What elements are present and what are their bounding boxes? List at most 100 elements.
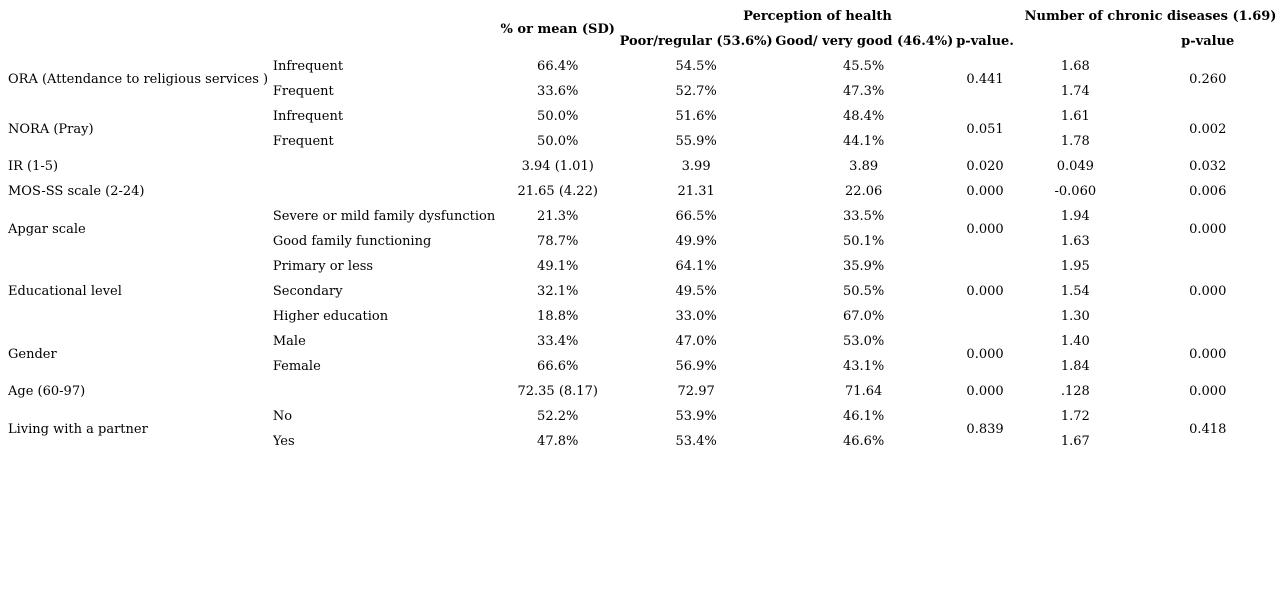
- cell-chronic: 1.74: [1060, 84, 1090, 99]
- cell-category: Male: [272, 334, 306, 349]
- table-row: IR (1-5) 3.94 (1.01) 3.99 3.89 0.020 0.0…: [0, 154, 1283, 179]
- cell-poor: 21.31: [677, 184, 715, 199]
- cell-chronic: 1.95: [1060, 259, 1090, 274]
- cell-poor: 55.9%: [675, 134, 717, 149]
- cell-p-perception: 0.000: [966, 384, 1004, 399]
- cell-mean-sd: 33.6%: [537, 84, 579, 99]
- header-row-subcolumns: Poor/regular (53.6%) Good/ very good (46…: [0, 29, 1283, 54]
- cell-category: Frequent: [272, 134, 334, 149]
- cell-p-chronic: 0.002: [1189, 121, 1227, 137]
- cell-good: 43.1%: [842, 359, 885, 374]
- cell-p-chronic: 0.260: [1189, 71, 1227, 87]
- cell-variable: Apgar scale: [8, 221, 86, 237]
- cell-p-perception: 0.000: [966, 184, 1004, 199]
- cell-good: 50.1%: [842, 234, 885, 249]
- cell-chronic: 1.67: [1060, 434, 1090, 449]
- table-row: Secondary 32.1% 49.5% 50.5% 1.54: [0, 279, 1283, 304]
- table-row: Yes 47.8% 53.4% 46.6% 1.67: [0, 429, 1283, 454]
- cell-variable: IR (1-5): [8, 159, 59, 174]
- cell-mean-sd: 72.35 (8.17): [517, 384, 598, 399]
- cell-category: Good family functioning: [272, 234, 432, 249]
- cell-p-perception: 0.000: [966, 221, 1004, 237]
- col-header-good-very-good: Good/ very good (46.4%): [775, 34, 952, 49]
- col-header-p-value-chronic: p-value: [1181, 34, 1235, 49]
- cell-chronic: 1.78: [1060, 134, 1090, 149]
- statistics-table: % or mean (SD) Perception of health Numb…: [0, 4, 1283, 454]
- cell-poor: 51.6%: [675, 109, 717, 124]
- cell-p-chronic: 0.000: [1189, 384, 1227, 399]
- cell-category: Female: [272, 359, 321, 374]
- cell-chronic: 1.54: [1060, 284, 1090, 299]
- cell-mean-sd: 49.1%: [537, 259, 579, 274]
- cell-poor: 33.0%: [675, 309, 717, 324]
- cell-chronic: 1.61: [1060, 109, 1090, 124]
- table-row: ORA (Attendance to religious services ) …: [0, 54, 1283, 87]
- cell-variable: ORA (Attendance to religious services ): [8, 71, 269, 87]
- cell-category: [273, 179, 499, 204]
- cell-variable: Educational level: [8, 284, 122, 299]
- cell-category: Higher education: [272, 309, 389, 324]
- col-group-perception-of-health: Perception of health: [743, 9, 892, 24]
- cell-category: Yes: [272, 434, 295, 449]
- cell-poor: 56.9%: [675, 359, 717, 374]
- cell-poor: 49.9%: [675, 234, 717, 249]
- header-spacer-chronic-mean: [1018, 29, 1132, 54]
- cell-poor: 49.5%: [675, 284, 717, 299]
- cell-category: Severe or mild family dysfunction: [272, 209, 496, 224]
- cell-category: No: [272, 409, 293, 424]
- cell-mean-sd: 3.94 (1.01): [521, 159, 594, 174]
- cell-variable: Age (60-97): [8, 384, 86, 399]
- cell-mean-sd: 66.6%: [537, 359, 579, 374]
- header-spacer-variable: [0, 4, 273, 54]
- cell-mean-sd: 47.8%: [537, 434, 579, 449]
- col-header-p-value-perception: p-value.: [956, 34, 1014, 49]
- cell-good: 45.5%: [842, 59, 885, 74]
- cell-p-perception: 0.441: [966, 71, 1004, 87]
- cell-p-perception: 0.020: [966, 159, 1004, 174]
- cell-p-chronic: 0.418: [1189, 421, 1227, 437]
- cell-chronic: 1.94: [1060, 209, 1090, 224]
- cell-chronic: 0.049: [1056, 159, 1094, 174]
- cell-good: 33.5%: [842, 209, 885, 224]
- cell-mean-sd: 21.65 (4.22): [517, 184, 598, 199]
- col-header-mean-sd: % or mean (SD): [500, 21, 615, 37]
- cell-p-chronic: 0.006: [1189, 184, 1227, 199]
- cell-category: Infrequent: [272, 109, 344, 124]
- cell-mean-sd: 21.3%: [537, 209, 579, 224]
- cell-p-perception: 0.000: [966, 284, 1004, 299]
- cell-mean-sd: 66.4%: [537, 59, 579, 74]
- table-row: Frequent 33.6% 52.7% 47.3% 1.74: [0, 79, 1283, 104]
- cell-category: Secondary: [272, 284, 343, 299]
- cell-chronic: -0.060: [1054, 184, 1097, 199]
- cell-poor: 72.97: [677, 384, 715, 399]
- cell-p-perception: 0.000: [966, 346, 1004, 362]
- table-row: Age (60-97) 72.35 (8.17) 72.97 71.64 0.0…: [0, 379, 1283, 404]
- cell-good: 3.89: [849, 159, 879, 174]
- cell-mean-sd: 50.0%: [537, 109, 579, 124]
- cell-mean-sd: 18.8%: [537, 309, 579, 324]
- table-row: NORA (Pray) Infrequent 50.0% 51.6% 48.4%…: [0, 104, 1283, 137]
- table-row: Gender Male 33.4% 47.0% 53.0% 0.000 1.40…: [0, 329, 1283, 362]
- cell-poor: 47.0%: [675, 334, 717, 349]
- cell-good: 22.06: [845, 184, 883, 199]
- table-row: Educational level Primary or less 49.1% …: [0, 254, 1283, 299]
- cell-chronic: 1.84: [1060, 359, 1090, 374]
- cell-good: 71.64: [845, 384, 883, 399]
- cell-good: 67.0%: [842, 309, 885, 324]
- cell-good: 53.0%: [842, 334, 885, 349]
- cell-poor: 66.5%: [675, 209, 717, 224]
- cell-chronic: 1.72: [1060, 409, 1090, 424]
- cell-category: Primary or less: [272, 259, 374, 274]
- table-row: Apgar scale Severe or mild family dysfun…: [0, 204, 1283, 237]
- cell-chronic: 1.30: [1060, 309, 1090, 324]
- cell-variable: Living with a partner: [8, 421, 148, 437]
- cell-variable: MOS-SS scale (2-24): [8, 184, 145, 199]
- cell-category: [273, 154, 499, 179]
- cell-variable: Gender: [8, 346, 57, 362]
- cell-poor: 3.99: [681, 159, 711, 174]
- col-group-chronic-diseases: Number of chronic diseases (1.69): [1024, 9, 1277, 24]
- table-row: Good family functioning 78.7% 49.9% 50.1…: [0, 229, 1283, 254]
- cell-good: 46.6%: [842, 434, 885, 449]
- cell-category: [273, 379, 499, 404]
- header-row-groups: % or mean (SD) Perception of health Numb…: [0, 4, 1283, 37]
